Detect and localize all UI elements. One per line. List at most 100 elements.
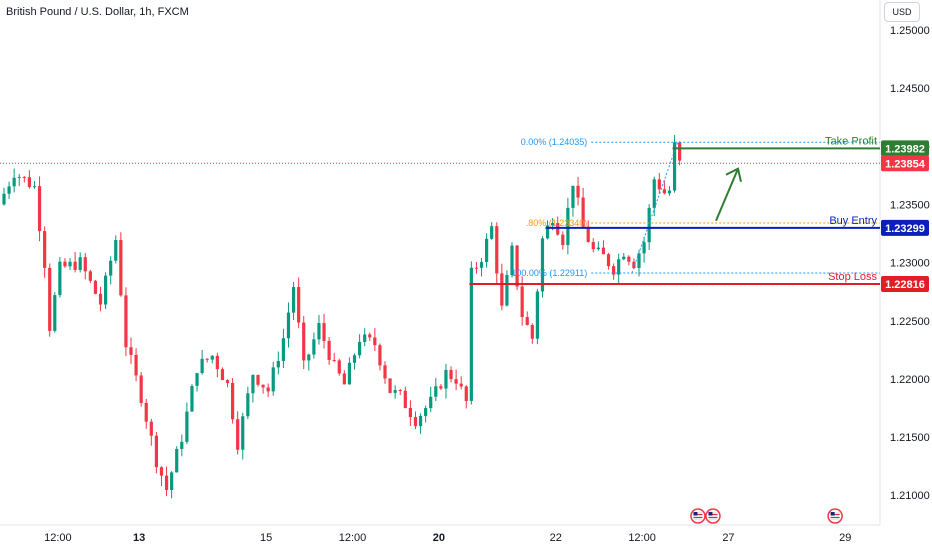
candle-body — [159, 467, 164, 476]
candle-body — [286, 312, 291, 339]
candle-body — [657, 179, 661, 190]
candle-body — [606, 254, 611, 267]
candle-body — [48, 267, 52, 331]
candle — [149, 418, 153, 446]
price-tick-label: 1.23000 — [890, 258, 930, 270]
candle — [175, 446, 179, 473]
candle — [205, 358, 209, 363]
candle — [347, 357, 352, 385]
candle-body — [520, 286, 524, 318]
candle-body — [429, 396, 433, 409]
candle — [454, 369, 458, 391]
candle-body — [672, 142, 677, 191]
candle-body — [144, 402, 148, 422]
candle-body — [251, 375, 255, 394]
candle-body — [164, 475, 169, 490]
projection-arrow-shaft — [715, 168, 739, 222]
level-price-text: 1.22816 — [885, 279, 925, 291]
candle-body — [180, 441, 184, 449]
candle-body — [418, 415, 423, 427]
candle-body — [368, 334, 372, 338]
candle-body — [413, 417, 418, 427]
candle-body — [612, 266, 616, 275]
candle — [327, 337, 331, 365]
candle-body — [98, 293, 103, 305]
candle-body — [337, 360, 341, 374]
candle-body — [632, 261, 636, 269]
candle-body — [231, 382, 235, 420]
currency-selector[interactable]: USD — [884, 2, 920, 22]
candle — [383, 361, 387, 384]
candle — [291, 281, 296, 320]
candle-body — [342, 373, 346, 385]
candle-body — [454, 379, 458, 384]
candle — [88, 269, 92, 284]
level-price-text: 1.23982 — [885, 143, 925, 155]
candle-body — [479, 262, 484, 268]
level-price-tag — [881, 140, 929, 157]
candle — [413, 411, 418, 430]
candle — [363, 328, 367, 347]
candle-body — [571, 185, 575, 208]
candle-body — [474, 267, 479, 269]
candle — [617, 253, 621, 285]
candle — [231, 377, 235, 424]
candle-body — [215, 355, 219, 370]
candle — [119, 232, 123, 297]
candle — [393, 385, 397, 399]
candle-body — [388, 378, 392, 393]
candle — [266, 383, 270, 398]
candle-body — [312, 339, 316, 355]
price-tick-label: 1.21500 — [890, 432, 930, 444]
candle — [678, 141, 682, 166]
time-tick-label: 12:00 — [339, 532, 367, 544]
candle — [139, 372, 143, 407]
time-tick-label: 12:00 — [628, 532, 656, 544]
candle — [652, 176, 656, 217]
candle-body — [444, 369, 448, 389]
candle-body — [256, 375, 260, 385]
candle-body — [302, 322, 306, 361]
candle — [322, 313, 326, 349]
candle-body — [266, 387, 270, 392]
candle — [622, 253, 626, 261]
candle — [576, 176, 580, 206]
candle — [398, 388, 402, 395]
candle — [591, 238, 595, 253]
candle-body — [378, 345, 382, 366]
us-flag-event-icon — [827, 508, 843, 524]
candle — [662, 180, 666, 195]
candle-body — [485, 238, 489, 263]
candle — [271, 361, 275, 396]
time-tick-label: 13 — [133, 532, 145, 544]
candle-body — [373, 337, 377, 346]
candle — [241, 412, 245, 460]
candle-body — [363, 334, 367, 342]
candle-body — [83, 257, 87, 272]
time-tick-label: 27 — [722, 532, 734, 544]
flag-field — [708, 512, 718, 520]
candle-body — [398, 390, 402, 392]
candle — [429, 386, 433, 413]
candle-body — [22, 176, 26, 178]
candle-body — [246, 393, 250, 417]
candle-body — [43, 231, 47, 268]
candle-body — [236, 419, 240, 450]
candle-body — [73, 261, 77, 270]
price-tick-label: 1.24500 — [890, 83, 930, 95]
candle — [358, 334, 362, 359]
candle-body — [525, 317, 529, 325]
candle — [200, 349, 204, 375]
candle — [124, 287, 128, 357]
candle-body — [667, 190, 672, 194]
candle — [134, 348, 138, 382]
candle-body — [307, 354, 311, 361]
candle — [596, 241, 600, 251]
candle-body — [332, 359, 336, 361]
candle-body — [63, 261, 67, 267]
candle — [606, 252, 611, 270]
candle — [114, 235, 118, 264]
candle — [78, 252, 82, 273]
fib-level-label: .80% (1.23340) — [526, 218, 588, 228]
